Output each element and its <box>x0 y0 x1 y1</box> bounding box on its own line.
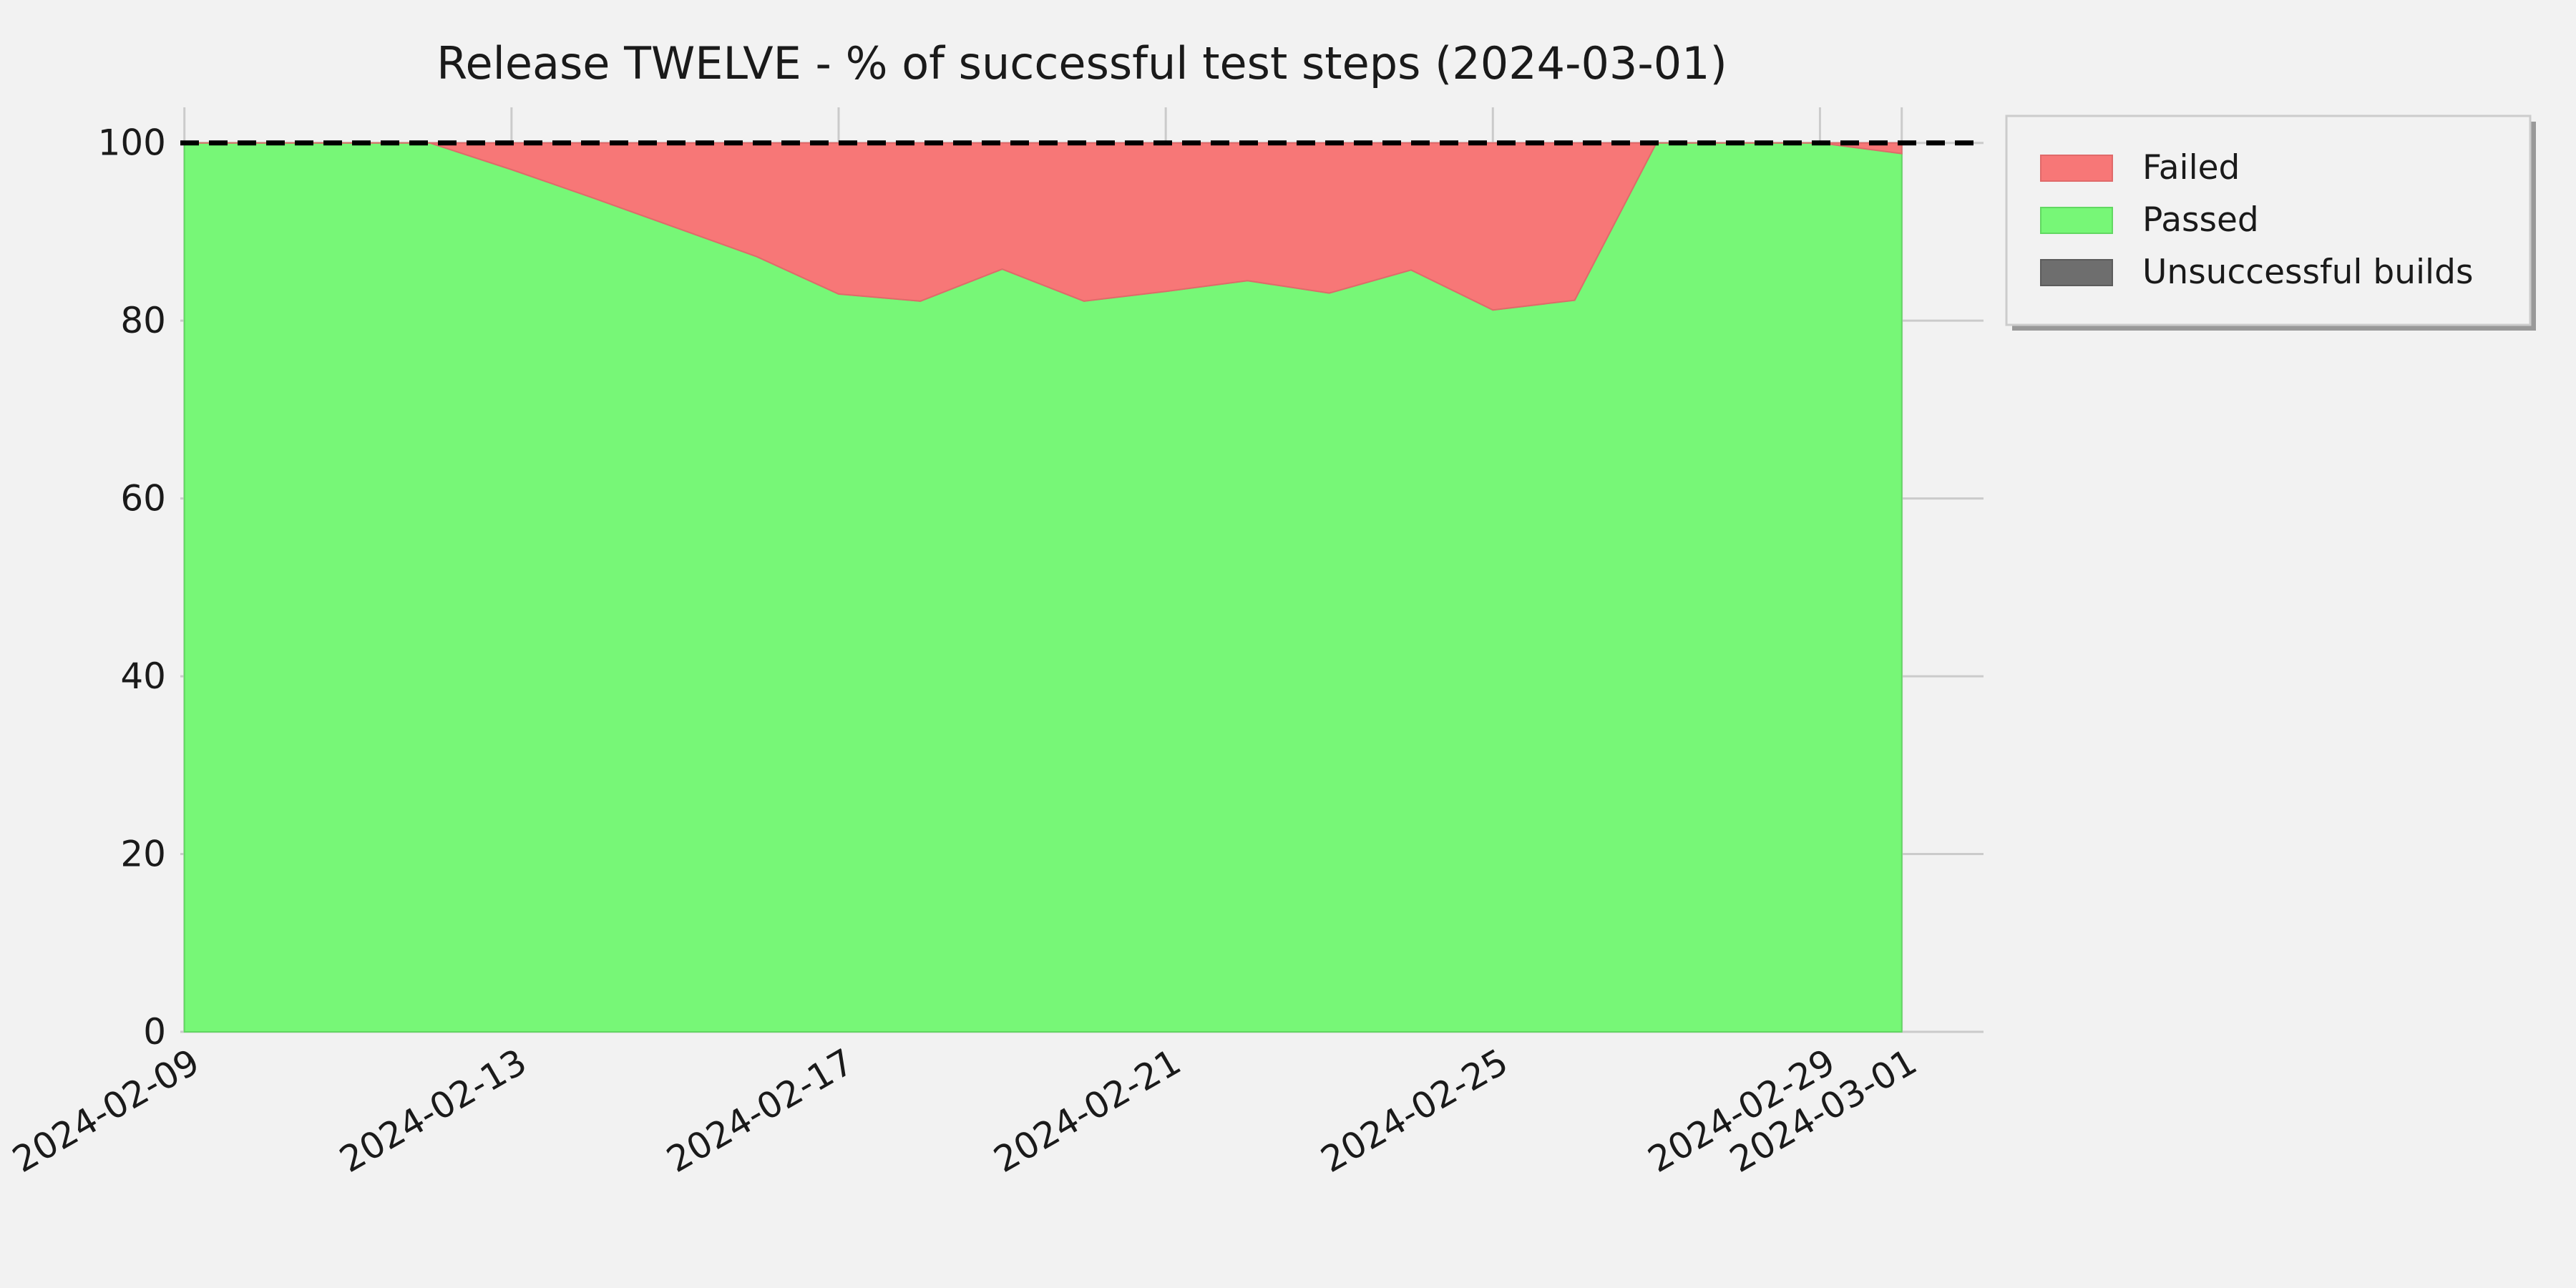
y-tick-label: 80 <box>120 300 166 341</box>
legend-label: Passed <box>2142 200 2259 240</box>
legend-label: Failed <box>2142 148 2240 187</box>
y-tick-label: 60 <box>120 478 166 519</box>
legend-items: Failed Passed Unsuccessful builds <box>2040 148 2473 292</box>
area-series <box>183 142 1903 1033</box>
y-tick-label: 0 <box>143 1011 166 1053</box>
legend-label: Unsuccessful builds <box>2142 253 2473 292</box>
y-axis-ticks: 0 20 40 60 80 100 <box>98 122 166 1053</box>
y-tick-label: 20 <box>120 834 166 875</box>
y-tick-label: 100 <box>98 122 166 164</box>
legend-swatch <box>2040 259 2113 286</box>
chart-title: Release TWELVE - % of successful test st… <box>436 37 1727 89</box>
legend-swatch <box>2040 155 2113 182</box>
legend: Failed Passed Unsuccessful builds <box>2005 114 2536 331</box>
y-tick-label: 40 <box>120 655 166 697</box>
legend-swatch <box>2040 207 2113 234</box>
